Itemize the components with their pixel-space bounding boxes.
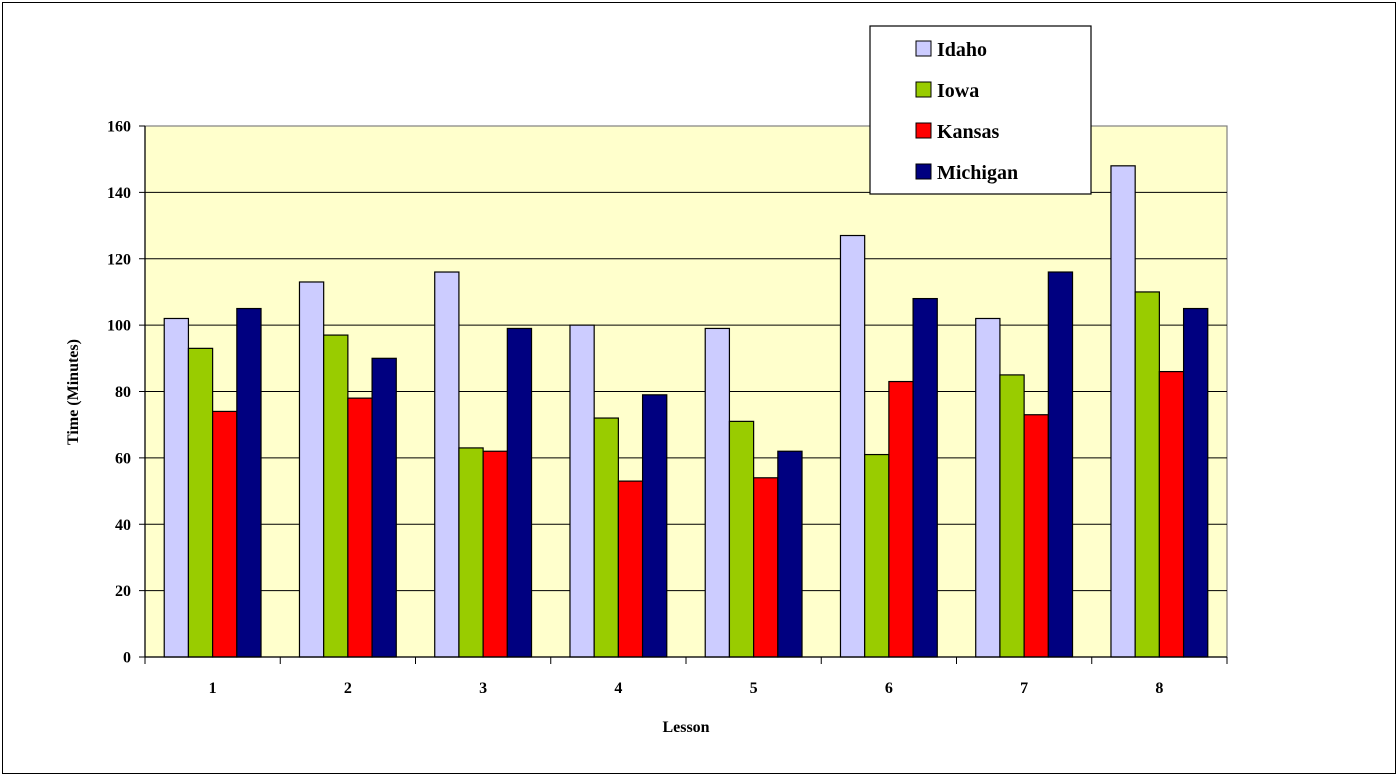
bar-kansas-lesson-8 — [1158, 370, 1185, 658]
legend-label-kansas: Kansas — [937, 121, 999, 143]
bar-kansas-lesson-6 — [888, 380, 914, 658]
legend: Idaho Iowa Kansas Michigan — [869, 25, 1092, 195]
y-tick-label: 100 — [107, 318, 131, 335]
legend-box — [869, 25, 1092, 195]
y-tick-label: 120 — [107, 251, 131, 268]
x-tick-label: 5 — [750, 680, 758, 697]
bar-iowa-lesson-2 — [323, 334, 349, 658]
legend-swatch-michigan — [915, 163, 932, 180]
bar-kansas-lesson-3 — [482, 450, 508, 658]
bars — [163, 165, 1209, 658]
bar-iowa-lesson-6 — [864, 453, 890, 658]
y-axis-title: Time (Minutes) — [65, 339, 82, 445]
y-tick-label: 140 — [107, 185, 131, 202]
bar-michigan-lesson-2 — [371, 357, 397, 658]
bar-idaho-lesson-8 — [1110, 165, 1136, 658]
x-tick-label: 4 — [614, 680, 622, 697]
bar-kansas-lesson-7 — [1023, 414, 1049, 658]
bar-kansas-lesson-1 — [212, 410, 238, 658]
bar-michigan-lesson-3 — [506, 327, 533, 658]
axes: 0 20 40 60 80 100 120 140 160 1 2 3 4 5 6 7 8 — [107, 119, 1228, 697]
legend-swatch-idaho — [915, 40, 932, 57]
y-tick-label: 20 — [115, 583, 131, 600]
bar-michigan-lesson-7 — [1047, 271, 1074, 658]
bar-idaho-lesson-1 — [163, 317, 190, 658]
bar-michigan-lesson-5 — [777, 450, 803, 658]
bar-kansas-lesson-5 — [753, 477, 779, 658]
y-tick-label: 40 — [115, 517, 131, 534]
legend-swatch-iowa — [915, 81, 932, 98]
x-axis-title: Lesson — [662, 719, 709, 736]
y-tick-label: 80 — [115, 384, 131, 401]
bar-idaho-lesson-3 — [434, 271, 460, 658]
bar-iowa-lesson-8 — [1134, 291, 1160, 658]
legend-swatch-kansas — [915, 122, 932, 139]
bar-michigan-lesson-6 — [912, 297, 938, 658]
bar-michigan-lesson-1 — [236, 307, 262, 658]
bar-idaho-lesson-2 — [298, 281, 325, 658]
y-tick-label: 160 — [107, 119, 131, 136]
x-tick-label: 6 — [885, 680, 893, 697]
bar-kansas-lesson-2 — [347, 397, 373, 658]
legend-label-iowa: Iowa — [937, 80, 979, 102]
bar-iowa-lesson-4 — [593, 417, 619, 658]
x-tick-label: 8 — [1155, 680, 1163, 697]
bar-idaho-lesson-7 — [975, 317, 1001, 658]
bar-idaho-lesson-5 — [704, 327, 731, 658]
bar-idaho-lesson-6 — [839, 234, 866, 658]
x-tick-label: 3 — [479, 680, 487, 697]
bar-michigan-lesson-8 — [1182, 307, 1209, 658]
bar-iowa-lesson-3 — [458, 447, 484, 658]
bar-kansas-lesson-4 — [617, 480, 644, 658]
bar-michigan-lesson-4 — [641, 394, 668, 658]
legend-label-idaho: Idaho — [937, 39, 987, 61]
legend-label-michigan: Michigan — [937, 162, 1018, 184]
x-tick-label: 7 — [1020, 680, 1028, 697]
y-tick-label: 60 — [115, 450, 131, 467]
x-tick-label: 1 — [209, 680, 217, 697]
x-tick-label: 2 — [344, 680, 352, 697]
bar-iowa-lesson-1 — [187, 347, 214, 658]
y-tick-label: 0 — [123, 650, 131, 667]
bar-iowa-lesson-7 — [999, 374, 1025, 658]
bar-idaho-lesson-4 — [569, 324, 595, 658]
bar-iowa-lesson-5 — [728, 420, 755, 658]
